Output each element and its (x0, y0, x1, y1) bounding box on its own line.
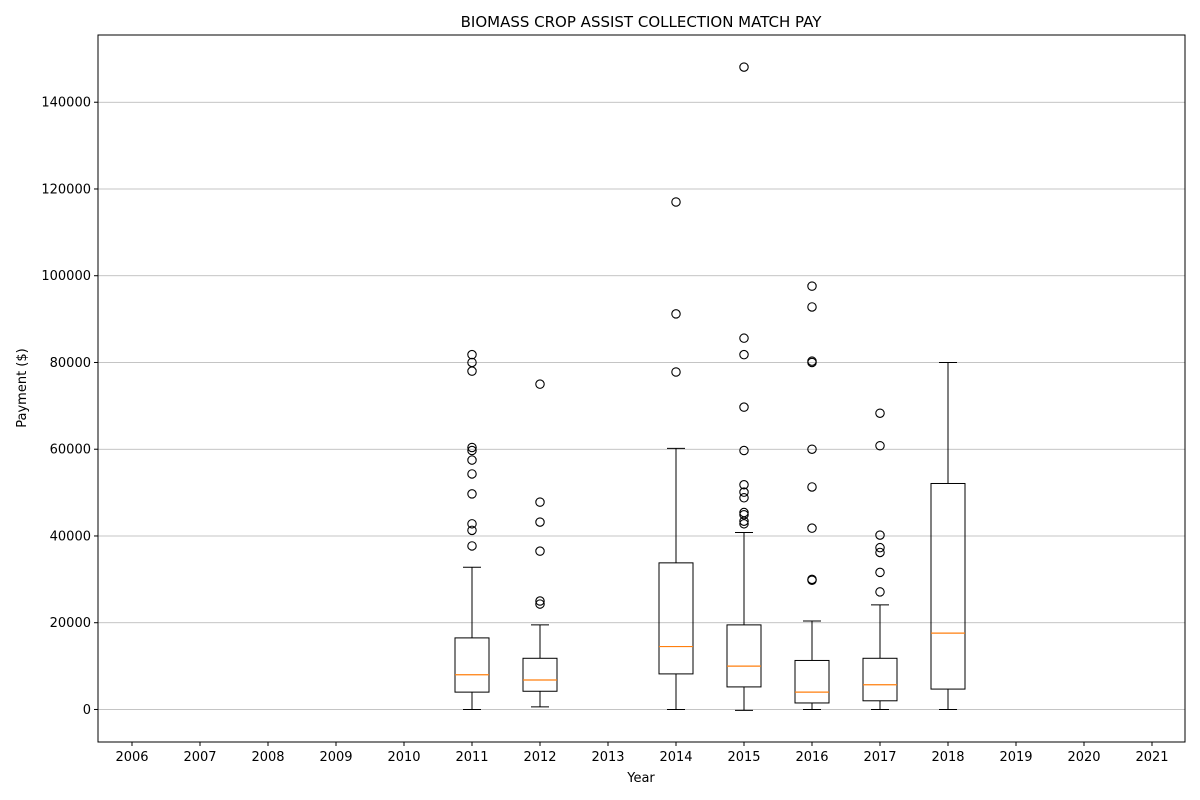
y-axis-ticks: 0 20000 40000 60000 80000 100000 120000 140000 (41, 96, 98, 718)
outlier-point (739, 487, 749, 497)
outlier-point (875, 408, 885, 418)
iqr-box (930, 482, 966, 690)
box-2014 (658, 197, 694, 710)
outlier-point (671, 309, 681, 319)
x-tick-label: 2020 (1067, 750, 1100, 765)
outlier-point (739, 333, 749, 343)
outlier-point (739, 62, 749, 72)
x-tick-label: 2009 (319, 750, 352, 765)
outlier-point (467, 349, 477, 360)
y-tick-label: 0 (83, 703, 91, 718)
iqr-box (794, 659, 830, 704)
y-tick-label: 100000 (41, 269, 91, 284)
iqr-box (522, 657, 558, 692)
box-series (454, 62, 966, 711)
outlier-point (535, 497, 545, 507)
chart-title: BIOMASS CROP ASSIST COLLECTION MATCH PAY (461, 13, 823, 31)
outlier-point (807, 281, 817, 291)
outlier-point (467, 366, 477, 376)
outlier-point (535, 517, 545, 527)
iqr-box (862, 657, 898, 702)
iqr-box (454, 637, 490, 693)
outlier-point (807, 356, 817, 366)
outlier-point (671, 367, 681, 377)
outlier-point (739, 519, 749, 529)
box-2018 (930, 361, 966, 710)
outlier-point (535, 546, 545, 556)
outlier-point (467, 519, 477, 529)
outlier-point (467, 445, 477, 456)
outlier-point (535, 596, 545, 606)
outlier-point (807, 574, 817, 585)
outlier-point (671, 197, 681, 207)
outlier-point (875, 547, 885, 558)
x-tick-label: 2018 (931, 750, 964, 765)
box-2012 (522, 379, 558, 708)
outlier-point (467, 455, 477, 465)
y-tick-label: 20000 (50, 616, 91, 631)
outlier-point (807, 302, 817, 312)
outlier-point (467, 489, 477, 499)
y-tick-label: 60000 (50, 443, 91, 458)
x-tick-label: 2012 (523, 750, 556, 765)
x-tick-label: 2017 (863, 750, 896, 765)
box-2016 (794, 281, 830, 710)
outlier-point (807, 523, 817, 533)
outlier-point (875, 441, 885, 451)
x-tick-label: 2010 (387, 750, 420, 765)
iqr-box (658, 562, 694, 675)
y-tick-label: 80000 (50, 356, 91, 371)
y-axis-label: Payment ($) (15, 348, 30, 427)
y-tick-label: 120000 (41, 182, 91, 197)
x-tick-label: 2008 (251, 750, 284, 765)
x-tick-label: 2011 (455, 750, 488, 765)
box-2011 (454, 349, 490, 710)
outlier-point (739, 402, 749, 412)
y-tick-label: 40000 (50, 529, 91, 544)
x-tick-label: 2019 (999, 750, 1032, 765)
outlier-point (807, 444, 817, 454)
outlier-point (739, 349, 749, 360)
box-2017 (862, 408, 898, 710)
x-tick-label: 2016 (795, 750, 828, 765)
box-2015 (726, 62, 762, 711)
outlier-point (467, 525, 477, 536)
x-axis-ticks: 2006 2007 2008 2009 2010 2011 2012 2013 2014 2015… (115, 742, 1169, 765)
outlier-point (467, 469, 477, 479)
y-tick-label: 140000 (41, 96, 91, 111)
iqr-box (726, 624, 762, 688)
plot-frame (97, 34, 1186, 743)
outlier-point (739, 493, 749, 503)
outlier-point (875, 542, 885, 553)
y-gridlines (98, 101, 1185, 710)
x-tick-label: 2007 (183, 750, 216, 765)
outlier-point (875, 587, 885, 597)
outlier-point (467, 442, 477, 453)
outlier-point (535, 379, 545, 389)
outlier-point (739, 480, 749, 490)
outlier-point (739, 445, 749, 456)
x-axis-label: Year (626, 771, 655, 786)
x-tick-label: 2021 (1135, 750, 1168, 765)
outlier-point (807, 482, 817, 492)
x-tick-label: 2014 (659, 750, 692, 765)
outlier-point (875, 530, 885, 540)
outlier-point (535, 599, 545, 609)
x-tick-label: 2006 (115, 750, 148, 765)
outlier-point (875, 567, 885, 578)
x-tick-label: 2015 (727, 750, 760, 765)
x-tick-label: 2013 (591, 750, 624, 765)
outlier-point (467, 541, 477, 551)
outlier-point (739, 507, 749, 518)
outlier-point (467, 357, 477, 368)
